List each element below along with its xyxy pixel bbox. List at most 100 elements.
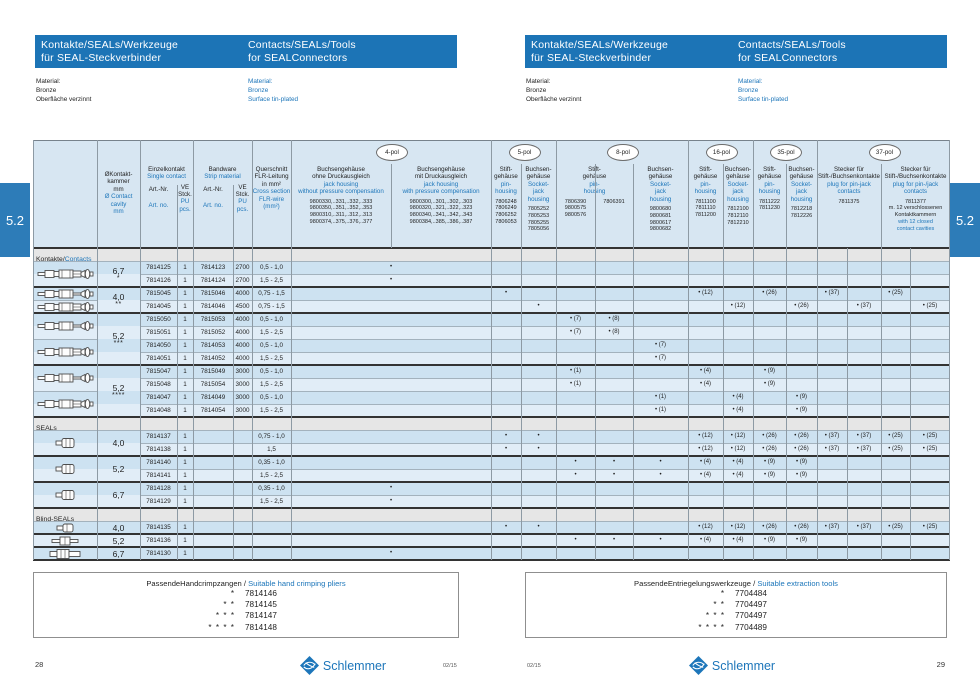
table-column-rule <box>521 164 522 560</box>
single-contact-pack-unit: 1 <box>183 498 187 505</box>
single-contact-article-number: 7814047 <box>146 394 171 401</box>
table-column-rule <box>233 185 234 560</box>
strip-material-article-number: 7815049 <box>200 368 226 375</box>
availability-dot: • (4) <box>699 368 712 374</box>
contact-cavity-diameter: 5,2 <box>112 535 125 546</box>
availability-dot: • <box>504 290 508 296</box>
availability-dot: • (12) <box>730 433 746 439</box>
strip-material-article-number: 7815053 <box>200 316 226 323</box>
strip-material-article-number: 7814052 <box>200 355 226 362</box>
availability-dot: • (9) <box>795 537 808 543</box>
table-rule-thin <box>140 274 950 275</box>
availability-dot: • (37) <box>824 433 840 439</box>
pol-circle-37-pol: 37-pol <box>868 144 901 161</box>
availability-dot: • <box>389 264 393 270</box>
contact-cavity-diameter: 6,7 <box>112 490 125 500</box>
extraction-tools-title: PassendeEntriegelungswerkzeuge / Suitabl… <box>634 579 838 588</box>
strip-material-article-number: 7815052 <box>200 329 226 336</box>
single-contact-article-number: 7815045 <box>146 290 171 297</box>
contact-socket-icon <box>33 391 97 417</box>
availability-dot: • (8) <box>608 329 620 335</box>
single-contact-pack-unit: 1 <box>183 303 187 310</box>
single-contact-article-number: 7814136 <box>146 537 171 544</box>
single-contact-pack-unit: 1 <box>183 446 187 453</box>
cross-section-range: 0,5 - 1,0 <box>259 342 284 349</box>
single-contact-pack-unit: 1 <box>183 342 187 349</box>
table-rule-thin <box>140 391 950 392</box>
single-contact-pack-unit: 1 <box>183 277 187 284</box>
table-column-rule <box>753 140 754 560</box>
strip-material-pack-unit: 4000 <box>235 329 250 336</box>
column-header-group: Einzelkontakt Single contact Art.-Nr. Art. … <box>147 166 192 213</box>
page-title-de: Kontakte/SEALs/Werkzeuge <box>531 39 669 51</box>
crimping-pliers-box: PassendeHandcrimpzangen / Suitable hand … <box>33 572 459 638</box>
table-column-rule <box>291 140 292 560</box>
single-contact-article-number: 7815048 <box>146 381 171 388</box>
table-rule-thin <box>33 300 97 301</box>
page-title-de: für SEAL-Steckverbinder <box>41 51 162 64</box>
cross-section-range: 1,5 - 2,5 <box>259 498 284 505</box>
column-header: Buchsengehäuse ohne Druckausgleich jack ho… <box>298 166 384 226</box>
availability-dot: • <box>659 459 662 465</box>
availability-dot: • <box>504 524 508 530</box>
availability-dot: • (4) <box>732 472 744 478</box>
availability-dot: • <box>537 446 540 452</box>
blind-seal-c-icon <box>33 547 97 560</box>
single-contact-article-number: 7814128 <box>146 485 171 492</box>
single-contact-article-number: 7814126 <box>146 277 171 284</box>
table-column-rule <box>817 140 818 560</box>
strip-material-pack-unit: 4000 <box>235 355 250 362</box>
table-column-rule <box>252 140 253 560</box>
availability-dot: • (37) <box>856 446 872 452</box>
availability-dot: • (25) <box>888 446 903 452</box>
pol-circle-16-pol: 16-pol <box>705 144 738 161</box>
availability-dot: • (1) <box>654 394 667 400</box>
column-header: Stift-gehäuse pin-housing 7806248 7806249 78… <box>494 166 518 226</box>
edition-mark-right: 02/15 <box>527 663 541 669</box>
page-title-en: Contacts/SEALs/Tools <box>248 39 356 51</box>
column-header: Stift-gehäuse pin-housing 7811100 7811110 78… <box>693 166 718 219</box>
single-contact-pack-unit: 1 <box>183 472 187 479</box>
availability-dot: • (37) <box>824 290 840 296</box>
material-note-de: Material: Bronze Oberfläche verzinnt <box>526 78 582 103</box>
tool-row: * * 7704497 <box>713 600 767 610</box>
contact-cavity-diameter: 5,2 *** <box>112 331 125 347</box>
availability-dot: • (4) <box>699 537 712 543</box>
availability-dot: • (12) <box>698 433 713 439</box>
column-header-group: Bandware Strip material Art.-Nr. Art. no. VE… <box>203 166 250 213</box>
table-column-rule <box>881 164 882 560</box>
single-contact-pack-unit: 1 <box>183 290 187 297</box>
table-rule-thin <box>140 404 950 405</box>
availability-dot: • <box>389 485 393 491</box>
availability-dot: • (7) <box>569 316 582 322</box>
contact-cavity-diameter: 5,2 **** <box>112 383 125 399</box>
availability-dot: • (26) <box>762 433 777 439</box>
pol-circle-35-pol: 35-pol <box>770 144 802 161</box>
strip-material-pack-unit: 4000 <box>235 316 250 323</box>
page-number-right: 29 <box>936 660 945 669</box>
table-column-rule <box>491 140 492 560</box>
page-title-en: for SEALConnectors <box>738 51 838 64</box>
contact-cavity-diameter: 4,0 <box>112 522 125 533</box>
section-tab-right: 5.2 <box>950 183 980 257</box>
column-header: Buchsen-gehäuse Socket-jack housing 7805252… <box>525 166 552 233</box>
single-contact-article-number: 7815051 <box>146 329 171 336</box>
availability-dot: • (25) <box>888 433 903 439</box>
availability-dot: • (9) <box>795 407 808 413</box>
single-contact-pack-unit: 1 <box>183 355 187 362</box>
crimping-pliers-title: PassendeHandcrimpzangen / Suitable hand … <box>146 579 346 588</box>
single-contact-article-number: 7815047 <box>146 368 171 375</box>
availability-dot: • (12) <box>730 303 746 309</box>
availability-dot: • (25) <box>922 524 938 530</box>
column-header: Buchsen-gehäuse Socket-jack housing 9800680… <box>647 166 674 233</box>
availability-dot: • (9) <box>763 472 776 478</box>
strip-material-article-number: 7815054 <box>200 381 226 388</box>
single-contact-article-number: 7814129 <box>146 498 171 505</box>
tool-row: * * * * 7704489 <box>698 622 767 632</box>
availability-dot: • (4) <box>732 394 744 400</box>
availability-dot: • (7) <box>569 329 582 335</box>
cross-section-range: 1,5 - 2,5 <box>259 472 284 479</box>
single-contact-pack-unit: 1 <box>183 316 187 323</box>
contact-cavity-diameter: 4,0 ** <box>112 292 125 308</box>
strip-material-pack-unit: 2700 <box>235 277 250 284</box>
